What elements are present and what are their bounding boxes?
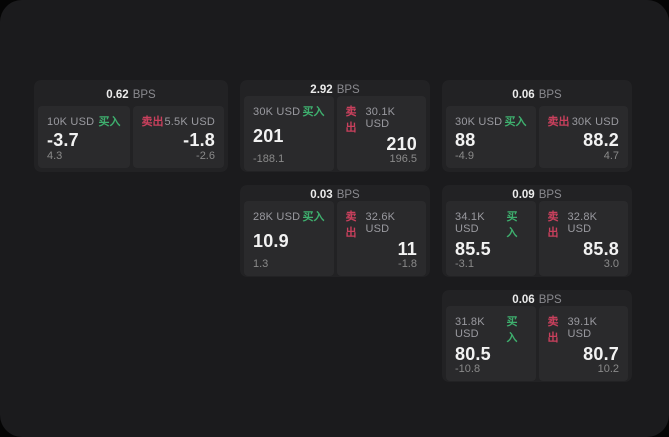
buy-price: 85.5 <box>455 239 491 259</box>
buy-delta: -4.9 <box>455 150 474 162</box>
spread-unit: BPS <box>336 84 360 96</box>
sell-price: 85.8 <box>583 239 619 259</box>
sell-side-label: 卖出 <box>547 316 559 344</box>
sell-delta: 4.7 <box>603 150 619 162</box>
sell-side-label: 卖出 <box>345 211 357 239</box>
spread-value: 0.06 <box>512 294 535 306</box>
buy-quote-tile[interactable]: 28K USD 买入 10.9 1.3 <box>244 201 334 276</box>
sell-size: 32.8K USD <box>567 211 598 235</box>
spread-value: 0.03 <box>310 189 333 201</box>
buy-size: 31.8K USD <box>455 316 485 340</box>
spread-header: 0.06 BPS <box>446 294 628 306</box>
sell-size: 5.5K USD <box>164 116 215 128</box>
buy-side-label: 买入 <box>302 106 325 118</box>
quote-card: 0.62 BPS 10K USD 买入 -3.7 4.3 卖出 <box>34 80 228 172</box>
sell-delta: -1.8 <box>398 258 417 270</box>
buy-price: 80.5 <box>455 344 491 364</box>
spread-header: 0.03 BPS <box>244 189 426 201</box>
buy-side-label: 买入 <box>506 316 518 344</box>
buy-delta: -3.1 <box>455 258 474 270</box>
quote-card: 0.06 BPS 30K USD 买入 88 -4.9 卖出 <box>442 80 632 172</box>
sell-quote-tile[interactable]: 卖出 32.6K USD 11 -1.8 <box>336 201 426 276</box>
spread-unit: BPS <box>132 89 156 101</box>
sell-side-label: 卖出 <box>547 116 570 128</box>
sell-price: -1.8 <box>183 129 215 150</box>
sell-quote-tile[interactable]: 卖出 39.1K USD 80.7 10.2 <box>538 306 628 381</box>
buy-size: 10K USD <box>47 116 95 128</box>
buy-delta: -10.8 <box>455 363 481 375</box>
buy-side-label: 买入 <box>506 211 518 239</box>
sell-delta: 3.0 <box>603 258 619 270</box>
spread-value: 0.62 <box>106 89 129 101</box>
sell-size: 30K USD <box>571 116 619 128</box>
buy-quote-tile[interactable]: 10K USD 买入 -3.7 4.3 <box>38 106 130 168</box>
buy-price: -3.7 <box>47 129 79 150</box>
quote-card: 0.09 BPS 34.1K USD 买入 85.5 -3.1 卖出 <box>442 185 632 277</box>
buy-quote-tile[interactable]: 31.8K USD 买入 80.5 -10.8 <box>446 306 536 381</box>
buy-delta: -188.1 <box>253 153 285 165</box>
spread-unit: BPS <box>336 189 360 201</box>
spread-unit: BPS <box>538 189 562 201</box>
sell-delta: 10.2 <box>597 363 619 375</box>
buy-side-label: 买入 <box>504 116 527 128</box>
buy-delta: 1.3 <box>253 258 269 270</box>
buy-side-label: 买入 <box>98 116 121 128</box>
sell-price: 80.7 <box>583 344 619 364</box>
sell-quote-tile[interactable]: 卖出 5.5K USD -1.8 -2.6 <box>132 106 224 168</box>
sell-quote-tile[interactable]: 卖出 32.8K USD 85.8 3.0 <box>538 201 628 276</box>
buy-quote-tile[interactable]: 30K USD 买入 88 -4.9 <box>446 106 536 168</box>
buy-quote-tile[interactable]: 30K USD 买入 201 -188.1 <box>244 96 334 171</box>
spread-value: 2.92 <box>310 84 333 96</box>
sell-size: 32.6K USD <box>365 211 396 235</box>
spread-value: 0.06 <box>512 89 535 101</box>
sell-size: 39.1K USD <box>567 316 598 340</box>
buy-price: 88 <box>455 129 476 150</box>
sell-delta: 196.5 <box>389 153 417 165</box>
buy-size: 34.1K USD <box>455 211 485 235</box>
spread-unit: BPS <box>538 89 562 101</box>
quote-card: 2.92 BPS 30K USD 买入 201 -188.1 卖出 <box>240 80 430 172</box>
sell-price: 210 <box>386 134 417 154</box>
sell-price: 11 <box>397 239 417 259</box>
spread-header: 0.62 BPS <box>38 84 224 106</box>
sell-side-label: 卖出 <box>141 116 164 128</box>
quote-card: 0.06 BPS 31.8K USD 买入 80.5 -10.8 卖 <box>442 290 632 382</box>
buy-size: 30K USD <box>455 116 503 128</box>
quote-board: 0.62 BPS 10K USD 买入 -3.7 4.3 卖出 <box>34 80 632 382</box>
buy-price: 10.9 <box>253 231 289 251</box>
spread-value: 0.09 <box>512 189 535 201</box>
buy-size: 30K USD <box>253 106 301 118</box>
sell-quote-tile[interactable]: 卖出 30.1K USD 210 196.5 <box>336 96 426 171</box>
sell-size: 30.1K USD <box>365 106 396 130</box>
quote-card: 0.03 BPS 28K USD 买入 10.9 1.3 卖出 <box>240 185 430 277</box>
spread-unit: BPS <box>538 294 562 306</box>
sell-delta: -2.6 <box>196 150 215 162</box>
spread-header: 0.09 BPS <box>446 189 628 201</box>
buy-price: 201 <box>253 126 284 146</box>
spread-header: 2.92 BPS <box>244 84 426 96</box>
sell-price: 88.2 <box>583 129 619 150</box>
buy-side-label: 买入 <box>302 211 325 223</box>
sell-side-label: 卖出 <box>547 211 559 239</box>
sell-side-label: 卖出 <box>345 106 357 134</box>
spread-header: 0.06 BPS <box>446 84 628 106</box>
buy-size: 28K USD <box>253 211 301 223</box>
buy-quote-tile[interactable]: 34.1K USD 买入 85.5 -3.1 <box>446 201 536 276</box>
buy-delta: 4.3 <box>47 150 63 162</box>
sell-quote-tile[interactable]: 卖出 30K USD 88.2 4.7 <box>538 106 628 168</box>
